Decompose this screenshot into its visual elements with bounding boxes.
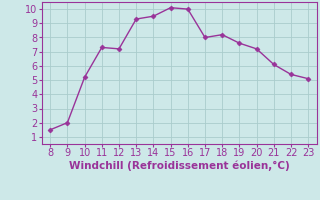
X-axis label: Windchill (Refroidissement éolien,°C): Windchill (Refroidissement éolien,°C) (69, 161, 290, 171)
